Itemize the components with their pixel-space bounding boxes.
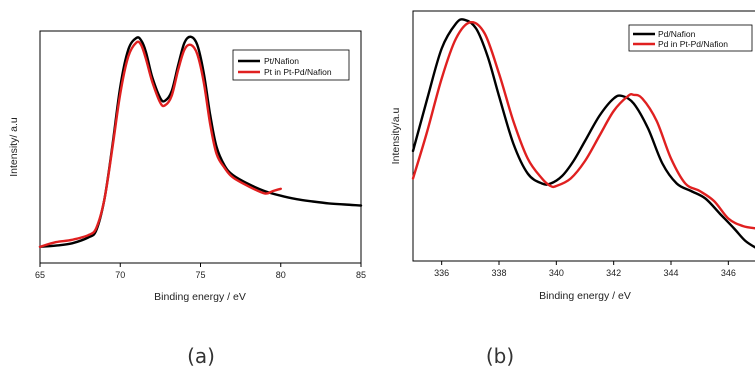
x-tick-label-b-5: 346 [721, 268, 736, 278]
chart-a: 65 70 75 80 85 Binding energy / eV Intensity… [8, 31, 366, 368]
x-tick-label-a-0: 65 [35, 270, 45, 280]
legend-label-b-1: Pd in Pt-Pd/Nafion [658, 39, 728, 49]
legend-b: Pd/Nafion Pd in Pt-Pd/Nafion [629, 25, 752, 51]
x-tick-label-b-2: 340 [549, 268, 564, 278]
x-axis-label-a: Binding energy / eV [154, 291, 246, 303]
legend-label-a-0: Pt/Nafion [264, 56, 299, 66]
legend-a: Pt/Nafion Pt in Pt-Pd/Nafion [233, 50, 349, 80]
x-tick-label-b-3: 342 [606, 268, 621, 278]
x-axis-label-b: Binding energy / eV [539, 290, 631, 302]
x-axis-b: 336 338 340 342 344 346 [434, 261, 736, 278]
x-tick-label-b-1: 338 [491, 268, 506, 278]
legend-label-b-0: Pd/Nafion [658, 29, 696, 39]
y-axis-label-b: Intensity/a.u [390, 108, 402, 165]
series-group-b [413, 19, 755, 248]
x-tick-label-a-3: 80 [276, 270, 286, 280]
y-axis-label-a: Intensity/ a.u [8, 117, 20, 177]
x-tick-label-a-2: 75 [195, 270, 205, 280]
x-tick-label-b-0: 336 [434, 268, 449, 278]
panel-label-a: (a) [187, 344, 215, 368]
x-tick-label-a-1: 70 [115, 270, 125, 280]
legend-label-a-1: Pt in Pt-Pd/Nafion [264, 67, 332, 77]
panel-label-b: (b) [486, 344, 514, 368]
x-tick-label-b-4: 344 [663, 268, 678, 278]
x-axis-a: 65 70 75 80 85 [35, 263, 366, 280]
series-line-b-0 [413, 19, 755, 248]
x-tick-label-a-4: 85 [356, 270, 366, 280]
chart-b: 336 338 340 342 344 346 Binding energy / eV I… [390, 11, 755, 368]
